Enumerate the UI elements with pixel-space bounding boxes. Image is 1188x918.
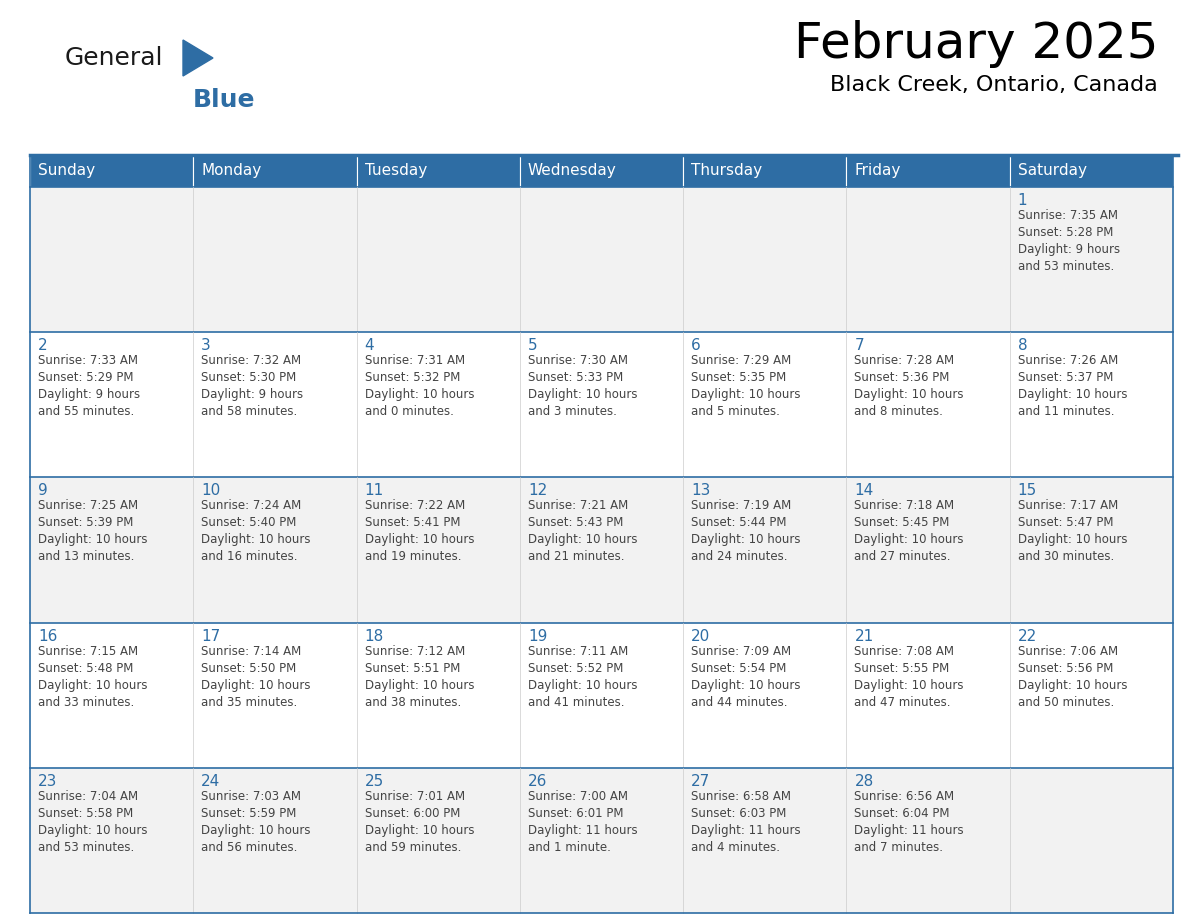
Text: 8: 8 <box>1018 338 1028 353</box>
Text: Sunrise: 7:00 AM
Sunset: 6:01 PM
Daylight: 11 hours
and 1 minute.: Sunrise: 7:00 AM Sunset: 6:01 PM Dayligh… <box>527 789 638 854</box>
Bar <box>846 155 1010 187</box>
Bar <box>1010 155 1173 187</box>
Bar <box>30 477 1173 622</box>
Text: Sunrise: 7:09 AM
Sunset: 5:54 PM
Daylight: 10 hours
and 44 minutes.: Sunrise: 7:09 AM Sunset: 5:54 PM Dayligh… <box>691 644 801 709</box>
Bar <box>30 187 1173 332</box>
Text: Sunrise: 7:29 AM
Sunset: 5:35 PM
Daylight: 10 hours
and 5 minutes.: Sunrise: 7:29 AM Sunset: 5:35 PM Dayligh… <box>691 354 801 419</box>
Text: Tuesday: Tuesday <box>365 163 426 178</box>
Text: 24: 24 <box>201 774 221 789</box>
Text: Sunrise: 7:33 AM
Sunset: 5:29 PM
Daylight: 9 hours
and 55 minutes.: Sunrise: 7:33 AM Sunset: 5:29 PM Dayligh… <box>38 354 140 419</box>
Text: Sunrise: 7:11 AM
Sunset: 5:52 PM
Daylight: 10 hours
and 41 minutes.: Sunrise: 7:11 AM Sunset: 5:52 PM Dayligh… <box>527 644 637 709</box>
Text: Sunrise: 7:22 AM
Sunset: 5:41 PM
Daylight: 10 hours
and 19 minutes.: Sunrise: 7:22 AM Sunset: 5:41 PM Dayligh… <box>365 499 474 564</box>
Text: 9: 9 <box>38 484 48 498</box>
Text: Friday: Friday <box>854 163 901 178</box>
Bar <box>683 155 846 187</box>
Text: 2: 2 <box>38 338 48 353</box>
Text: Sunrise: 7:01 AM
Sunset: 6:00 PM
Daylight: 10 hours
and 59 minutes.: Sunrise: 7:01 AM Sunset: 6:00 PM Dayligh… <box>365 789 474 854</box>
Text: Sunrise: 6:56 AM
Sunset: 6:04 PM
Daylight: 11 hours
and 7 minutes.: Sunrise: 6:56 AM Sunset: 6:04 PM Dayligh… <box>854 789 963 854</box>
Polygon shape <box>183 40 213 76</box>
Text: Sunrise: 7:19 AM
Sunset: 5:44 PM
Daylight: 10 hours
and 24 minutes.: Sunrise: 7:19 AM Sunset: 5:44 PM Dayligh… <box>691 499 801 564</box>
Text: Sunrise: 7:03 AM
Sunset: 5:59 PM
Daylight: 10 hours
and 56 minutes.: Sunrise: 7:03 AM Sunset: 5:59 PM Dayligh… <box>201 789 311 854</box>
Bar <box>194 155 356 187</box>
Text: 23: 23 <box>38 774 57 789</box>
Text: Sunrise: 7:15 AM
Sunset: 5:48 PM
Daylight: 10 hours
and 33 minutes.: Sunrise: 7:15 AM Sunset: 5:48 PM Dayligh… <box>38 644 147 709</box>
Text: 10: 10 <box>201 484 221 498</box>
Text: Sunday: Sunday <box>38 163 95 178</box>
Text: Sunrise: 7:06 AM
Sunset: 5:56 PM
Daylight: 10 hours
and 50 minutes.: Sunrise: 7:06 AM Sunset: 5:56 PM Dayligh… <box>1018 644 1127 709</box>
Bar <box>30 155 194 187</box>
Text: 12: 12 <box>527 484 548 498</box>
Bar <box>30 622 1173 767</box>
Text: Black Creek, Ontario, Canada: Black Creek, Ontario, Canada <box>830 75 1158 95</box>
Text: Sunrise: 7:24 AM
Sunset: 5:40 PM
Daylight: 10 hours
and 16 minutes.: Sunrise: 7:24 AM Sunset: 5:40 PM Dayligh… <box>201 499 311 564</box>
Text: 17: 17 <box>201 629 221 644</box>
Text: February 2025: February 2025 <box>794 20 1158 68</box>
Text: Sunrise: 7:28 AM
Sunset: 5:36 PM
Daylight: 10 hours
and 8 minutes.: Sunrise: 7:28 AM Sunset: 5:36 PM Dayligh… <box>854 354 963 419</box>
Text: 26: 26 <box>527 774 548 789</box>
Text: 28: 28 <box>854 774 873 789</box>
Text: Thursday: Thursday <box>691 163 763 178</box>
Text: Sunrise: 7:30 AM
Sunset: 5:33 PM
Daylight: 10 hours
and 3 minutes.: Sunrise: 7:30 AM Sunset: 5:33 PM Dayligh… <box>527 354 637 419</box>
Bar <box>520 155 683 187</box>
Text: Blue: Blue <box>192 88 255 112</box>
Text: Sunrise: 7:32 AM
Sunset: 5:30 PM
Daylight: 9 hours
and 58 minutes.: Sunrise: 7:32 AM Sunset: 5:30 PM Dayligh… <box>201 354 303 419</box>
Text: 14: 14 <box>854 484 873 498</box>
Text: Sunrise: 7:25 AM
Sunset: 5:39 PM
Daylight: 10 hours
and 13 minutes.: Sunrise: 7:25 AM Sunset: 5:39 PM Dayligh… <box>38 499 147 564</box>
Text: 19: 19 <box>527 629 548 644</box>
Text: 25: 25 <box>365 774 384 789</box>
Text: Sunrise: 7:21 AM
Sunset: 5:43 PM
Daylight: 10 hours
and 21 minutes.: Sunrise: 7:21 AM Sunset: 5:43 PM Dayligh… <box>527 499 637 564</box>
Text: 20: 20 <box>691 629 710 644</box>
Text: Sunrise: 7:31 AM
Sunset: 5:32 PM
Daylight: 10 hours
and 0 minutes.: Sunrise: 7:31 AM Sunset: 5:32 PM Dayligh… <box>365 354 474 419</box>
Text: Saturday: Saturday <box>1018 163 1087 178</box>
Text: 11: 11 <box>365 484 384 498</box>
Text: 18: 18 <box>365 629 384 644</box>
Text: 1: 1 <box>1018 193 1028 208</box>
Text: Sunrise: 7:14 AM
Sunset: 5:50 PM
Daylight: 10 hours
and 35 minutes.: Sunrise: 7:14 AM Sunset: 5:50 PM Dayligh… <box>201 644 311 709</box>
Text: Sunrise: 7:08 AM
Sunset: 5:55 PM
Daylight: 10 hours
and 47 minutes.: Sunrise: 7:08 AM Sunset: 5:55 PM Dayligh… <box>854 644 963 709</box>
Text: 27: 27 <box>691 774 710 789</box>
Text: 4: 4 <box>365 338 374 353</box>
Text: Monday: Monday <box>201 163 261 178</box>
Text: 16: 16 <box>38 629 57 644</box>
Text: 15: 15 <box>1018 484 1037 498</box>
Text: 3: 3 <box>201 338 211 353</box>
Text: 5: 5 <box>527 338 537 353</box>
Bar <box>30 332 1173 477</box>
Bar <box>356 155 520 187</box>
Text: Sunrise: 7:35 AM
Sunset: 5:28 PM
Daylight: 9 hours
and 53 minutes.: Sunrise: 7:35 AM Sunset: 5:28 PM Dayligh… <box>1018 209 1120 273</box>
Text: 6: 6 <box>691 338 701 353</box>
Text: Wednesday: Wednesday <box>527 163 617 178</box>
Text: 7: 7 <box>854 338 864 353</box>
Text: Sunrise: 7:12 AM
Sunset: 5:51 PM
Daylight: 10 hours
and 38 minutes.: Sunrise: 7:12 AM Sunset: 5:51 PM Dayligh… <box>365 644 474 709</box>
Text: Sunrise: 7:18 AM
Sunset: 5:45 PM
Daylight: 10 hours
and 27 minutes.: Sunrise: 7:18 AM Sunset: 5:45 PM Dayligh… <box>854 499 963 564</box>
Text: 13: 13 <box>691 484 710 498</box>
Text: Sunrise: 7:17 AM
Sunset: 5:47 PM
Daylight: 10 hours
and 30 minutes.: Sunrise: 7:17 AM Sunset: 5:47 PM Dayligh… <box>1018 499 1127 564</box>
Text: Sunrise: 7:04 AM
Sunset: 5:58 PM
Daylight: 10 hours
and 53 minutes.: Sunrise: 7:04 AM Sunset: 5:58 PM Dayligh… <box>38 789 147 854</box>
Text: Sunrise: 6:58 AM
Sunset: 6:03 PM
Daylight: 11 hours
and 4 minutes.: Sunrise: 6:58 AM Sunset: 6:03 PM Dayligh… <box>691 789 801 854</box>
Text: 22: 22 <box>1018 629 1037 644</box>
Text: General: General <box>65 46 164 70</box>
Text: Sunrise: 7:26 AM
Sunset: 5:37 PM
Daylight: 10 hours
and 11 minutes.: Sunrise: 7:26 AM Sunset: 5:37 PM Dayligh… <box>1018 354 1127 419</box>
Text: 21: 21 <box>854 629 873 644</box>
Bar <box>30 767 1173 913</box>
